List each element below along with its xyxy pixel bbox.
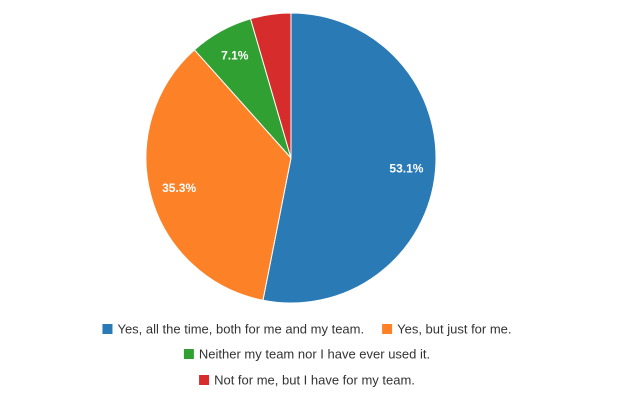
legend-text: Neither my team nor I have ever used it. [199, 346, 430, 361]
legend-text: Yes, all the time, both for me and my te… [117, 321, 364, 336]
legend-marker [382, 324, 393, 334]
legend-marker [183, 349, 194, 359]
slice-label: 35.3% [162, 181, 196, 195]
pie-slice [262, 12, 437, 304]
legend-marker [102, 324, 113, 334]
legend-row: Not for me, but I have for my team. [199, 372, 415, 387]
legend-row: Neither my team nor I have ever used it. [183, 346, 430, 361]
legend-row: Yes, all the time, both for me and my te… [102, 321, 512, 336]
pie-slice [145, 49, 292, 301]
legend-marker [199, 375, 210, 385]
legend-text: Not for me, but I have for my team. [214, 372, 415, 387]
slice-label: 53.1% [389, 161, 423, 175]
pie-slice [249, 12, 292, 159]
legend-text: Yes, but just for me. [397, 321, 511, 336]
slice-label: 7.1% [221, 49, 249, 63]
